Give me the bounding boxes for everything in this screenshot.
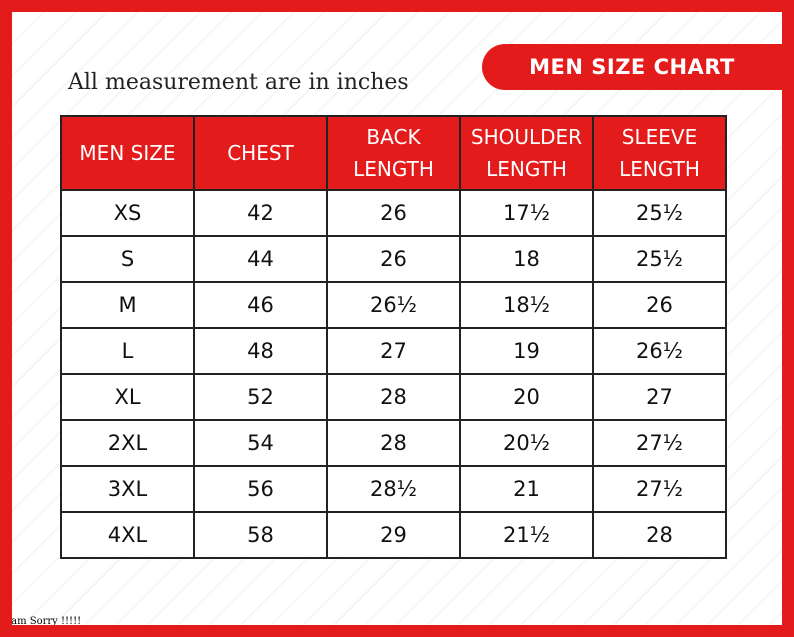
table-cell: 18½ <box>459 281 594 329</box>
table-cell: 42 <box>193 189 328 237</box>
footer-note: I am Sorry !!!!! <box>4 616 82 627</box>
table-cell: 26½ <box>592 327 727 375</box>
table-cell: 26 <box>592 281 727 329</box>
table-cell: 25½ <box>592 235 727 283</box>
table-cell: 48 <box>193 327 328 375</box>
table-cell: 29 <box>326 511 461 559</box>
table-cell: S <box>60 235 195 283</box>
table-cell: 28½ <box>326 465 461 513</box>
column-header: BACK LENGTH <box>326 115 461 191</box>
table-cell: 46 <box>193 281 328 329</box>
table-cell: 17½ <box>459 189 594 237</box>
table-body: XS 42 26 17½ 25½ S 44 26 18 25½ M 46 26½ 18½ 26 L 48 27 19… <box>60 189 727 559</box>
table-cell: XL <box>60 373 195 421</box>
column-header: MEN SIZE <box>60 115 195 191</box>
table-cell: 26½ <box>326 281 461 329</box>
table-row: 4XL 58 29 21½ 28 <box>60 511 727 559</box>
column-header: SHOULDER LENGTH <box>459 115 594 191</box>
table-cell: 28 <box>326 373 461 421</box>
table-cell: 2XL <box>60 419 195 467</box>
table-cell: 52 <box>193 373 328 421</box>
subtitle: All measurement are in inches <box>68 70 409 95</box>
column-header: CHEST <box>193 115 328 191</box>
table-cell: 21 <box>459 465 594 513</box>
table-cell: M <box>60 281 195 329</box>
table-cell: 21½ <box>459 511 594 559</box>
table-cell: 26 <box>326 189 461 237</box>
table-cell: 20 <box>459 373 594 421</box>
table-cell: 27½ <box>592 465 727 513</box>
table-cell: 20½ <box>459 419 594 467</box>
table-cell: 19 <box>459 327 594 375</box>
table-cell: XS <box>60 189 195 237</box>
table-cell: 27½ <box>592 419 727 467</box>
column-header: SLEEVE LENGTH <box>592 115 727 191</box>
table-cell: 56 <box>193 465 328 513</box>
banner: MEN SIZE CHART <box>482 44 782 90</box>
size-table: MEN SIZE CHEST BACK LENGTH SHOULDER LENGTH S… <box>60 115 727 559</box>
header-row: MEN SIZE CHEST BACK LENGTH SHOULDER LENGTH S… <box>60 115 727 191</box>
table-cell: 25½ <box>592 189 727 237</box>
table-cell: 4XL <box>60 511 195 559</box>
table-row: 3XL 56 28½ 21 27½ <box>60 465 727 513</box>
table-row: M 46 26½ 18½ 26 <box>60 281 727 329</box>
table-cell: 3XL <box>60 465 195 513</box>
table-row: S 44 26 18 25½ <box>60 235 727 283</box>
table-cell: 18 <box>459 235 594 283</box>
table-cell: 54 <box>193 419 328 467</box>
table-cell: 26 <box>326 235 461 283</box>
table-cell: 27 <box>592 373 727 421</box>
table-cell: 28 <box>326 419 461 467</box>
table-cell: 27 <box>326 327 461 375</box>
table-row: XS 42 26 17½ 25½ <box>60 189 727 237</box>
table-cell: 28 <box>592 511 727 559</box>
table-cell: 58 <box>193 511 328 559</box>
table-row: L 48 27 19 26½ <box>60 327 727 375</box>
table-cell: 44 <box>193 235 328 283</box>
table-cell: L <box>60 327 195 375</box>
table-row: 2XL 54 28 20½ 27½ <box>60 419 727 467</box>
table-row: XL 52 28 20 27 <box>60 373 727 421</box>
